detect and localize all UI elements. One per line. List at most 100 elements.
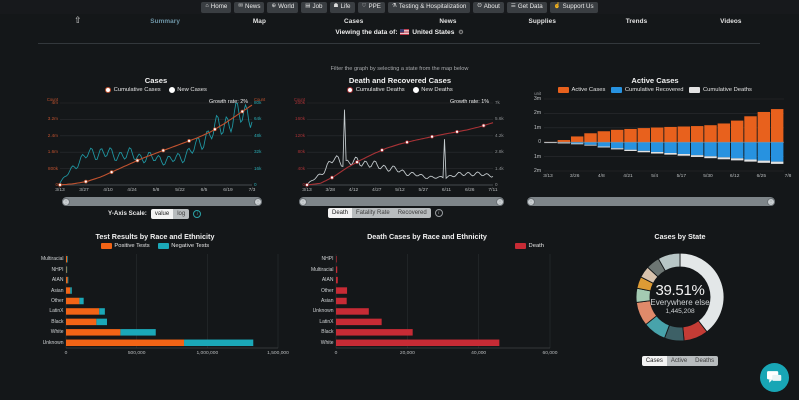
- seg-option-log[interactable]: log: [173, 209, 190, 219]
- y-axis-tick-right: 16k: [254, 165, 262, 171]
- nav-button-ppe[interactable]: ♡ PPE: [357, 1, 385, 13]
- x-axis-tick: 4/8: [597, 174, 605, 179]
- bar-cumulative-deaths: [717, 157, 731, 160]
- x-axis-tick: 4/12: [348, 188, 359, 193]
- y-axis-tick-right: 7k: [495, 100, 500, 105]
- nav-button-get-data[interactable]: ☰ Get Data: [506, 1, 547, 13]
- death-metric-tabs: Death Fatality Rate Recovered i: [328, 208, 443, 218]
- chat-bubble-icon[interactable]: [760, 363, 789, 392]
- cases-by-state-donut[interactable]: 39.51% Everywhere else 1,445,208: [624, 245, 736, 353]
- bar-active-cases: [570, 136, 584, 143]
- chart-svg: [58, 102, 253, 187]
- donut-slice[interactable]: [679, 252, 725, 333]
- nav-button-job[interactable]: ▤ Job: [301, 1, 327, 13]
- nav-button-news[interactable]: ✉ News: [234, 1, 265, 13]
- legend-item-positive-tests[interactable]: Positive Tests: [100, 243, 150, 249]
- bar-cumulative-deaths: [570, 143, 584, 145]
- secondary-navigation: ⇧ Summary Map Cases News Supplies Trends Video…: [0, 14, 799, 28]
- y-axis-tick: 2m: [534, 110, 541, 117]
- info-icon[interactable]: i: [434, 208, 443, 217]
- arrow-up-icon[interactable]: ⇧: [74, 15, 82, 25]
- slider-handle-right[interactable]: ⋮: [496, 197, 504, 206]
- subnav-item-map[interactable]: Map: [252, 17, 266, 25]
- subnav-item-news[interactable]: News: [439, 17, 457, 25]
- gear-icon[interactable]: ⚙: [458, 30, 464, 36]
- legend-item-new-deaths[interactable]: New Deaths: [412, 87, 453, 93]
- x-axis-tick: 5/22: [175, 188, 185, 193]
- subnav-item-supplies[interactable]: Supplies: [528, 17, 556, 25]
- seg-option-fatality-rate[interactable]: Fatality Rate: [352, 208, 394, 218]
- bar-active-cases: [664, 126, 677, 143]
- category-label: Other: [50, 298, 64, 304]
- cases-range-slider[interactable]: ⋮ ⋮: [62, 197, 262, 206]
- seg-option-active[interactable]: Active: [666, 356, 692, 366]
- nav-button-world[interactable]: ⊕ World: [267, 1, 299, 13]
- nav-button-home[interactable]: ⌂ Home: [201, 1, 232, 13]
- y-axis-tick-right: 80k: [254, 100, 262, 105]
- category-label: Asian: [50, 287, 64, 294]
- x-axis-tick: 7/8: [784, 174, 792, 179]
- x-axis-tick: 4/27: [371, 188, 382, 193]
- legend-item-cumulative-recovered[interactable]: Cumulative Recovered: [611, 87, 683, 93]
- series-cumulative-deaths: [306, 122, 494, 186]
- legend-item-negative-tests[interactable]: Negative Tests: [157, 243, 209, 249]
- y-axis-tick-left: 120k: [295, 132, 305, 138]
- category-label: Asian: [320, 298, 334, 304]
- nav-button-label: Life: [340, 2, 351, 10]
- death-metric-segmented[interactable]: Death Fatality Rate Recovered: [328, 208, 431, 218]
- x-axis-tick: 5/27: [418, 188, 429, 193]
- seg-option-death[interactable]: Death: [328, 208, 353, 218]
- slider-handle-right[interactable]: ⋮: [767, 197, 775, 206]
- y-axis-unit: unit: [534, 91, 541, 96]
- subnav-item-videos[interactable]: Videos: [720, 17, 742, 25]
- active-range-slider[interactable]: ⋮ ⋮: [527, 197, 775, 206]
- x-axis-tick: 3/13: [55, 188, 65, 193]
- primary-navigation: ⌂ Home ✉ News ⊕ World ▤ Job ☗ Life ♡ PPE ⚗ Testing & …: [0, 0, 799, 14]
- bar-cumulative-deaths: [770, 161, 784, 164]
- nav-button-label: World: [278, 2, 295, 10]
- donut-slice[interactable]: [657, 252, 681, 272]
- nav-button-about[interactable]: ʘ About: [473, 1, 504, 13]
- nav-button-label: News: [245, 2, 261, 10]
- legend-swatch: [558, 87, 570, 93]
- y-axis-tick-right: 64k: [254, 116, 262, 122]
- slider-handle-left[interactable]: ⋮: [62, 197, 70, 206]
- bar-cumulative-recovered: [730, 142, 744, 159]
- slider-handle-left[interactable]: ⋮: [527, 197, 535, 206]
- legend-item-cumulative-cases[interactable]: Cumulative Cases: [105, 87, 161, 93]
- x-axis-tick: 20,000: [399, 351, 415, 356]
- subnav-item-cases[interactable]: Cases: [344, 17, 364, 25]
- category-label: Multiracial: [310, 266, 334, 273]
- legend-item-new-cases[interactable]: New Cases: [168, 87, 207, 93]
- category-label: Unknown: [42, 339, 64, 346]
- y-axis-tick-right: 5.6k: [495, 116, 504, 122]
- cases-by-state-tabs[interactable]: Cases Active Deaths: [641, 356, 719, 366]
- bar-cumulative-recovered: [704, 142, 717, 157]
- slider-handle-right[interactable]: ⋮: [254, 197, 262, 206]
- slider-handle-left[interactable]: ⋮: [299, 197, 307, 206]
- legend-item-active-cases[interactable]: Active Cases: [558, 87, 605, 93]
- x-axis-tick: 0: [64, 351, 68, 356]
- y-axis-tick-left: 4m: [51, 100, 58, 105]
- seg-option-recovered[interactable]: Recovered: [393, 208, 431, 218]
- bar-active-cases: [677, 126, 691, 143]
- seg-option-value[interactable]: value: [150, 209, 174, 219]
- death-range-slider[interactable]: ⋮ ⋮: [299, 197, 504, 206]
- cases-by-state-title: Cases by State: [654, 232, 706, 241]
- legend-item-cumulative-deaths[interactable]: Cumulative Deaths: [689, 87, 752, 93]
- y-axis-scale-segmented[interactable]: value log: [150, 209, 190, 219]
- nav-button-testing-hospitalization[interactable]: ⚗ Testing & Hospitalization: [387, 1, 471, 13]
- subnav-item-summary[interactable]: Summary: [150, 17, 181, 25]
- legend-item-death[interactable]: Death: [515, 243, 544, 249]
- nav-button-life[interactable]: ☗ Life: [329, 1, 355, 13]
- seg-option-deaths[interactable]: Deaths: [691, 356, 719, 366]
- heart-hand-icon: ☝: [553, 3, 561, 10]
- legend-item-cumulative-deaths[interactable]: Cumulative Deaths: [347, 87, 405, 93]
- nav-button-support-us[interactable]: ☝ Support Us: [549, 1, 598, 13]
- info-icon[interactable]: i: [193, 209, 202, 218]
- seg-option-cases[interactable]: Cases: [641, 356, 667, 366]
- subnav-item-trends[interactable]: Trends: [625, 17, 648, 25]
- death-chart-panel: Death and Recovered Cases Cumulative Dea…: [285, 76, 515, 197]
- x-axis-tick: 7/11: [488, 188, 498, 193]
- legend-swatch: [105, 87, 112, 93]
